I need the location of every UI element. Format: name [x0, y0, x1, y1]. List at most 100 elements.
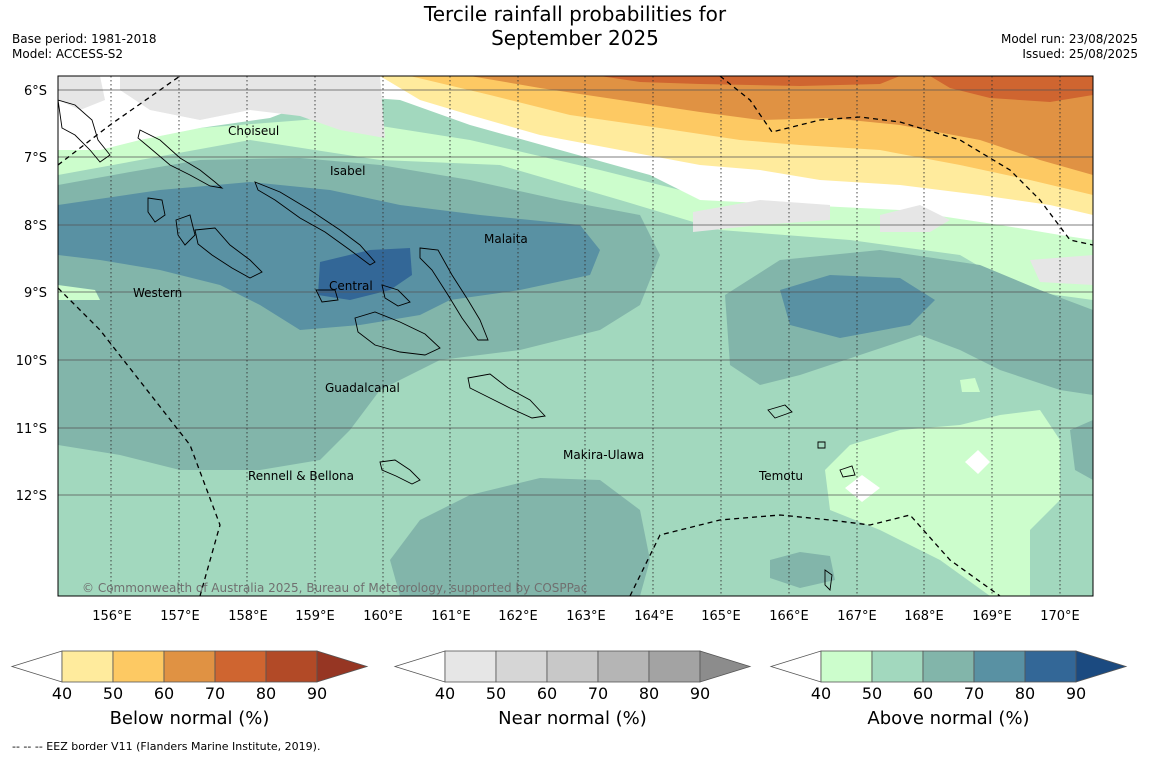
- lon-label: 157°E: [160, 609, 200, 624]
- above-colorbar-tick: 40: [810, 684, 832, 703]
- region-western: Western: [133, 286, 182, 300]
- below-colorbar-segment: [61, 650, 114, 683]
- lon-label: 156°E: [92, 609, 132, 624]
- above-colorbar-segment: [973, 650, 1026, 683]
- lat-label: 8°S: [24, 219, 47, 234]
- below-colorbar-segment: [163, 650, 216, 683]
- below-colorbar-segment: [112, 650, 165, 683]
- region-isabel: Isabel: [330, 164, 365, 178]
- meta-right: Model run: 23/08/2025 Issued: 25/08/2025: [1001, 32, 1138, 62]
- white-patch-1: [965, 450, 990, 474]
- region-central: Central: [329, 279, 373, 293]
- near-colorbar-segment: [597, 650, 650, 683]
- lon-label: 159°E: [295, 609, 335, 624]
- near-normal-patch-5: [1030, 255, 1093, 285]
- above-40-west-patch: [58, 285, 100, 300]
- lat-label: 11°S: [16, 422, 47, 437]
- lon-label: 158°E: [228, 609, 268, 624]
- title-line-1: Tercile rainfall probabilities for: [423, 2, 727, 26]
- above-60-east-edge: [1070, 420, 1093, 480]
- below-colorbar-tick: 50: [102, 684, 124, 703]
- near-colorbar-title: Near normal (%): [498, 708, 647, 729]
- lon-label: 165°E: [701, 609, 741, 624]
- region-rennell-bellona: Rennell & Bellona: [248, 469, 354, 483]
- lon-label: 167°E: [837, 609, 877, 624]
- coastlines: [58, 99, 856, 591]
- below-colorbar-tick: 80: [255, 684, 277, 703]
- region-makira-ulawa: Makira-Ulawa: [563, 448, 644, 462]
- model-text: Model: ACCESS-S2: [12, 47, 124, 61]
- near-normal-patch-2: [58, 76, 105, 110]
- near-colorbar-tick: 50: [485, 684, 507, 703]
- lon-label: 162°E: [498, 609, 538, 624]
- lat-label: 7°S: [24, 151, 47, 166]
- above-colorbar-tick: 60: [912, 684, 934, 703]
- colorbars: [10, 650, 1128, 683]
- region-temotu: Temotu: [758, 469, 803, 483]
- lat-label: 12°S: [16, 489, 47, 504]
- meridian-lines: [110, 76, 1061, 596]
- grid-lines: [58, 89, 1093, 496]
- above-colorbar-tick: 90: [1065, 684, 1087, 703]
- copyright-text: © Commonwealth of Australia 2025, Bureau…: [82, 581, 587, 595]
- map-frame: [57, 75, 1094, 597]
- meta-left: Base period: 1981-2018 Model: ACCESS-S2: [12, 32, 157, 62]
- near-normal-patch-1: [120, 76, 385, 138]
- near-colorbar-segment: [444, 650, 497, 683]
- below-colorbar-segment: [265, 650, 318, 683]
- near-colorbar-tick: 80: [638, 684, 660, 703]
- below-colorbar-tick: 60: [153, 684, 175, 703]
- region-labels: Choiseul Isabel Malaita Central Western …: [133, 124, 803, 483]
- longitude-labels: 156°E 157°E 158°E 159°E 160°E 161°E 162°…: [92, 609, 1080, 624]
- above-colorbar-title: Above normal (%): [867, 708, 1030, 729]
- below-colorbar-tick: 70: [204, 684, 226, 703]
- above-colorbar-segment: [820, 650, 873, 683]
- below-colorbar-tick: 40: [51, 684, 73, 703]
- map-title: Tercile rainfall probabilities for Septe…: [0, 2, 1150, 50]
- below-colorbar-segment: [214, 650, 267, 683]
- below-colorbar-extend-low: [10, 650, 63, 683]
- lon-label: 161°E: [431, 609, 471, 624]
- map-fill-layers: [58, 76, 1093, 596]
- below-70-patch-1: [600, 76, 900, 86]
- lat-label: 6°S: [24, 84, 47, 99]
- near-colorbar-extend-high: [699, 650, 752, 683]
- model-run-text: Model run: 23/08/2025: [1000, 32, 1138, 46]
- above-colorbar-segment: [871, 650, 924, 683]
- above-colorbar-tick: 80: [1014, 684, 1036, 703]
- issued-text: Issued: 25/08/2025: [1022, 47, 1138, 61]
- above-40-patch: [960, 378, 980, 392]
- below-colorbar-tick: 90: [306, 684, 328, 703]
- near-colorbar-segment: [546, 650, 599, 683]
- above-colorbar-tick: 70: [963, 684, 985, 703]
- eez-footnote: -- -- -- EEZ border V11 (Flanders Marine…: [12, 740, 321, 753]
- near-colorbar-tick: 70: [587, 684, 609, 703]
- white-patch-2: [845, 475, 880, 502]
- near-colorbar-extend-low: [393, 650, 446, 683]
- lon-label: 164°E: [634, 609, 674, 624]
- near-colorbar-tick: 90: [689, 684, 711, 703]
- region-choiseul: Choiseul: [228, 124, 279, 138]
- above-colorbar-tick: 50: [861, 684, 883, 703]
- above-70-east: [780, 275, 935, 338]
- lon-label: 169°E: [972, 609, 1012, 624]
- lon-label: 168°E: [904, 609, 944, 624]
- above-70-west: [58, 182, 600, 330]
- region-guadalcanal: Guadalcanal: [325, 381, 400, 395]
- above-60-small: [770, 552, 835, 588]
- above-40-southeast: [825, 410, 1060, 596]
- above-colorbar-extend-high: [1075, 650, 1128, 683]
- latitude-labels: 6°S 7°S 8°S 9°S 10°S 11°S 12°S: [16, 84, 47, 504]
- title-line-2: September 2025: [491, 26, 659, 50]
- lon-label: 163°E: [566, 609, 606, 624]
- near-colorbar-tick: 60: [536, 684, 558, 703]
- above-colorbar-extend-low: [769, 650, 822, 683]
- lat-label: 9°S: [24, 286, 47, 301]
- near-colorbar-segment: [495, 650, 548, 683]
- lon-label: 166°E: [769, 609, 809, 624]
- lon-label: 170°E: [1040, 609, 1080, 624]
- above-colorbar-segment: [922, 650, 975, 683]
- above-60-south: [390, 478, 650, 596]
- above-colorbar-segment: [1024, 650, 1077, 683]
